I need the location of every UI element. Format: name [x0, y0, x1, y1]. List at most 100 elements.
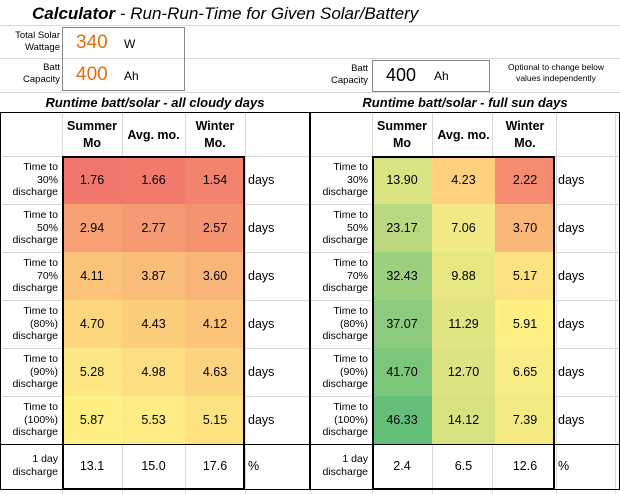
right-value-cell: 23.17 — [372, 204, 432, 252]
left-row-label-line: discharge — [12, 330, 58, 343]
left-heading: Runtime batt/solar - all cloudy days — [45, 95, 265, 110]
batt2-label-line2: Capacity — [331, 75, 368, 86]
left-row-label-line: (90%) — [29, 365, 58, 378]
right-value-cell: 2.22 — [495, 156, 555, 204]
left-value-cell: 2.94 — [62, 204, 122, 252]
left-row-label: Time to 70% discharge — [0, 252, 60, 300]
solar-label-line1: Total Solar — [15, 30, 60, 41]
right-footer-line — [310, 444, 620, 445]
right-value-cell: 46.33 — [372, 396, 432, 444]
solar-wattage-input[interactable]: 340 — [76, 32, 108, 53]
batt2-capacity-input[interactable]: 400 — [386, 65, 417, 85]
right-row-label-line: Time to — [333, 401, 368, 414]
left-row-unit: days — [248, 173, 275, 187]
right-row-label-line: 30% — [346, 173, 368, 186]
right-row-label-line: Time to — [333, 161, 368, 174]
left-row-label-line: discharge — [12, 186, 58, 199]
left-row-label-line: 30% — [36, 173, 58, 186]
right-value-cell: 5.91 — [495, 300, 555, 348]
right-row-label-line: Time to — [333, 257, 368, 270]
batt-capacity-input[interactable]: 400 — [76, 64, 108, 85]
left-col-header-0-line: Summer — [66, 119, 118, 133]
right-footer-value: 2.4 — [393, 459, 411, 473]
right-heading: Runtime batt/solar - full sun days — [362, 95, 568, 110]
right-row-label-line: 50% — [346, 221, 368, 234]
right-row-unit: days — [558, 173, 585, 187]
right-row-label-line: 70% — [346, 269, 368, 282]
left-row-label-line: Time to — [23, 401, 58, 414]
left-row-label: Time to 30% discharge — [0, 156, 60, 204]
right-value-cell: 9.88 — [432, 252, 495, 300]
left-row-label-line: 70% — [36, 269, 58, 282]
right-row-label: Time to (90%) discharge — [310, 348, 370, 396]
left-col-header-0-line: Mo — [82, 136, 102, 150]
left-row-label-line: (100%) — [24, 413, 58, 426]
left-value-cell: 1.66 — [122, 156, 185, 204]
right-row-unit: days — [558, 269, 585, 283]
right-value-cell: 37.07 — [372, 300, 432, 348]
title-rest: - Run-Run-Time for Given Solar/Battery — [115, 4, 419, 23]
left-value-cell: 3.60 — [185, 252, 245, 300]
left-row-unit: days — [248, 413, 275, 427]
left-row-label: Time to (100%) discharge — [0, 396, 60, 444]
right-row-unit: days — [558, 365, 585, 379]
left-row-label: Time to (80%) discharge — [0, 300, 60, 348]
right-value-cell: 7.06 — [432, 204, 495, 252]
left-row-label-line: discharge — [12, 234, 58, 247]
left-value-cell: 3.87 — [122, 252, 185, 300]
left-row-unit: days — [248, 269, 275, 283]
right-row-label-line: discharge — [322, 426, 368, 439]
batt-label-line1: Batt — [43, 62, 60, 73]
right-row-label-line: discharge — [322, 378, 368, 391]
right-row-unit: days — [558, 317, 585, 331]
left-row-label-line: discharge — [12, 282, 58, 295]
left-value-cell: 5.53 — [122, 396, 185, 444]
right-col-header-2: Winter Mo. — [495, 114, 555, 156]
left-footer-label-line: discharge — [12, 466, 58, 478]
left-data-border — [62, 156, 245, 490]
batt-label-line2: Capacity — [23, 74, 60, 85]
left-value-cell: 4.70 — [62, 300, 122, 348]
left-row-label-line: discharge — [12, 378, 58, 391]
right-footer-label: 1 day discharge — [310, 444, 370, 488]
right-col-header-0-line: Summer — [376, 119, 428, 133]
left-value-cell: 5.15 — [185, 396, 245, 444]
page-title: Calculator - Run-Run-Time for Given Sola… — [32, 4, 418, 24]
right-value-cell: 14.12 — [432, 396, 495, 444]
right-row-label-line: (80%) — [339, 317, 368, 330]
batt2-label-line1: Batt — [351, 63, 368, 74]
left-col-header-2: Winter Mo. — [185, 114, 245, 156]
left-col-header-2-line: Winter — [195, 119, 235, 133]
left-footer-value: 15.0 — [141, 459, 166, 473]
left-value-cell: 4.63 — [185, 348, 245, 396]
left-value-cell: 2.77 — [122, 204, 185, 252]
left-footer-value: 17.6 — [202, 459, 228, 473]
right-footer-value: 6.5 — [454, 459, 473, 473]
batt2-label: Batt Capacity — [320, 63, 368, 87]
solar-unit: W — [124, 37, 136, 51]
right-row-label-line: discharge — [322, 330, 368, 343]
right-row-label-line: Time to — [333, 209, 368, 222]
batt-label: Batt Capacity — [0, 62, 60, 86]
right-row-label: Time to 30% discharge — [310, 156, 370, 204]
left-row-label-line: Time to — [23, 257, 58, 270]
right-row-label-line: discharge — [322, 282, 368, 295]
right-value-cell: 13.90 — [372, 156, 432, 204]
right-value-cell: 11.29 — [432, 300, 495, 348]
right-value-cell: 3.70 — [495, 204, 555, 252]
right-value-cell: 32.43 — [372, 252, 432, 300]
optional-note: Optional to change below values independ… — [492, 62, 620, 84]
left-footer-label: 1 day discharge — [0, 444, 60, 488]
right-row-label-line: (100%) — [334, 413, 368, 426]
right-footer-label-line: discharge — [322, 466, 368, 478]
right-row-unit: days — [558, 221, 585, 235]
input-block: Total Solar Wattage 340 W Batt Capacity … — [0, 27, 185, 91]
batt2-unit: Ah — [434, 69, 449, 83]
left-footer-label-line: 1 day — [32, 453, 58, 466]
right-row-label-line: discharge — [322, 234, 368, 247]
right-input-block: Batt Capacity 400 Ah Optional to change … — [320, 60, 620, 92]
right-footer-label-line: 1 day — [342, 453, 368, 466]
right-value-cell: 12.70 — [432, 348, 495, 396]
left-row-label-line: Time to — [23, 305, 58, 318]
left-row-label: Time to (90%) discharge — [0, 348, 60, 396]
